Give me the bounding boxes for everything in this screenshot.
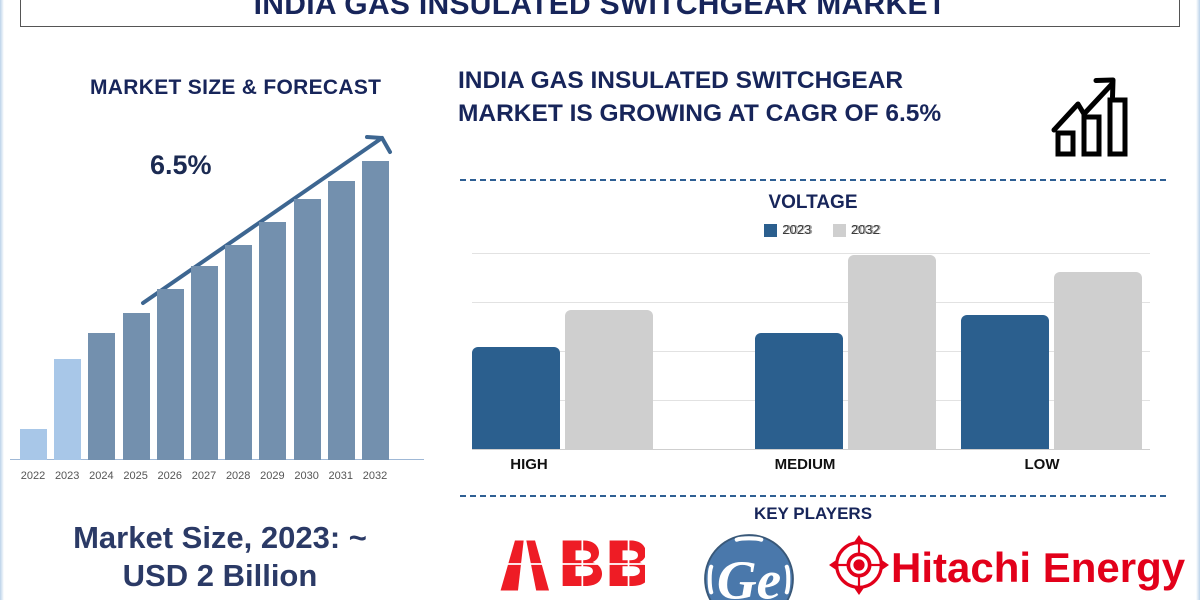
svg-text:Ge: Ge (717, 549, 781, 600)
svg-text:Hitachi Energy: Hitachi Energy (891, 544, 1186, 591)
